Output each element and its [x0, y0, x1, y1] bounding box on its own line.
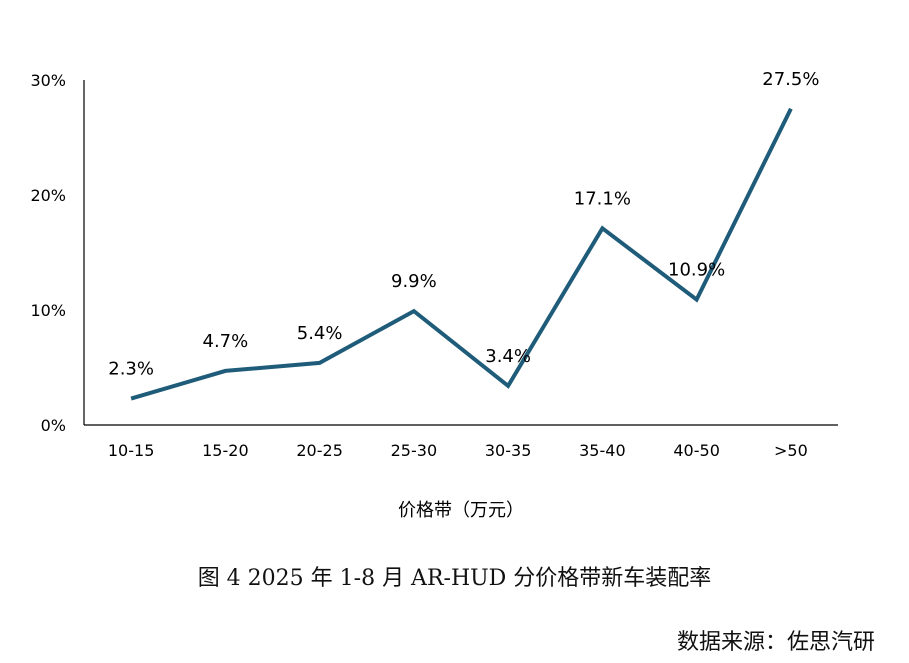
- line-chart: 0% 10% 20% 30% 10-15 15-20 20-25 25-30 30-35 35-…: [30, 69, 838, 521]
- data-label: 9.9%: [391, 271, 437, 292]
- x-tick-label: 10-15: [108, 441, 155, 460]
- figure-caption: 图 4 2025 年 1-8 月 AR-HUD 分价格带新车装配率: [197, 566, 712, 591]
- data-label: 17.1%: [574, 188, 631, 209]
- y-tick-label: 30%: [30, 71, 66, 90]
- x-tick-label: 40-50: [673, 441, 720, 460]
- x-tick-label: 20-25: [296, 441, 343, 460]
- y-tick-label: 10%: [30, 301, 66, 320]
- data-source: 数据来源：佐思汽研: [676, 630, 875, 655]
- x-tick-label: 35-40: [579, 441, 626, 460]
- x-tick-label: 15-20: [202, 441, 249, 460]
- data-label: 4.7%: [203, 331, 249, 352]
- data-label: 10.9%: [668, 260, 725, 281]
- series-line: [130, 107, 793, 401]
- data-label: 2.3%: [108, 359, 154, 380]
- x-tick-label: >50: [774, 441, 808, 460]
- data-label: 3.4%: [485, 346, 531, 367]
- x-tick-label: 30-35: [485, 441, 532, 460]
- y-tick-label: 20%: [30, 186, 66, 205]
- y-tick-label: 0%: [41, 416, 66, 435]
- x-axis-title: 价格带（万元）: [398, 500, 524, 521]
- x-tick-label: 25-30: [391, 441, 438, 460]
- data-label: 5.4%: [297, 323, 343, 344]
- data-label: 27.5%: [762, 69, 819, 90]
